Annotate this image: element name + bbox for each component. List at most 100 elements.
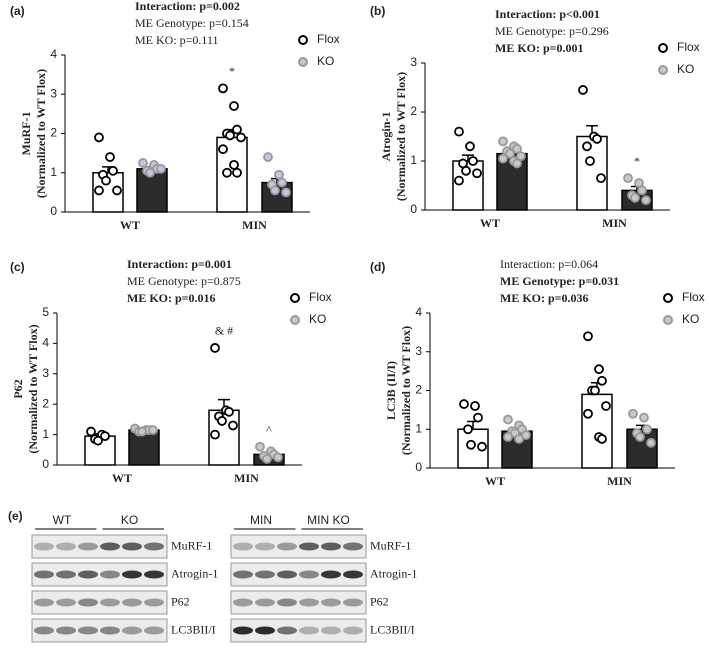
blot-band: [321, 598, 341, 607]
blot-band: [299, 542, 319, 551]
data-point: [596, 173, 606, 184]
data-point: [470, 401, 480, 411]
data-point: [108, 165, 118, 176]
blot-band: [277, 542, 297, 551]
bar: [128, 429, 160, 466]
panel-label: (e): [8, 509, 23, 523]
y-tick-label: 3: [415, 344, 422, 358]
data-point: [229, 159, 239, 170]
data-point: [630, 192, 640, 203]
data-point: [597, 375, 607, 386]
data-point: [641, 195, 651, 206]
y-axis-label: (Normalized to WT Flox): [399, 326, 413, 455]
band-label: P62: [370, 594, 389, 608]
blot-band: [34, 570, 54, 579]
blot-strip: [230, 618, 367, 643]
data-point: [635, 432, 645, 442]
y-tick-label: 3: [50, 86, 57, 100]
blot-band: [255, 598, 275, 607]
blot-band: [56, 598, 76, 607]
significance-label: *: [634, 154, 640, 168]
data-point: [498, 153, 508, 164]
stat-line: Interaction: p=0.064: [500, 257, 598, 271]
blot-strip: [230, 562, 367, 587]
band-label: LC3BII/I: [171, 622, 216, 636]
data-point: [218, 83, 228, 94]
stat-line: ME Genotype: p=0.296: [495, 24, 609, 38]
blot-band: [78, 626, 98, 635]
data-point: [229, 101, 239, 111]
legend-marker: [298, 57, 308, 67]
y-tick-label: 2: [410, 104, 417, 118]
y-tick-label: 0: [50, 204, 57, 218]
blot-band: [56, 570, 76, 579]
data-point: [466, 439, 476, 450]
data-point: [503, 432, 513, 442]
y-tick-label: 4: [415, 305, 422, 319]
data-point: [454, 126, 464, 137]
data-point: [472, 168, 482, 179]
x-tick-label: WT: [120, 218, 140, 232]
y-axis-label: P62: [11, 379, 25, 398]
data-point: [601, 401, 611, 411]
legend-label: Flox: [677, 40, 700, 54]
data-point: [137, 426, 147, 437]
band-label: MuRF-1: [370, 538, 411, 552]
data-point: [646, 437, 656, 448]
blot-band: [233, 598, 253, 607]
data-point: [232, 167, 242, 178]
blot-band: [343, 542, 363, 551]
blot-band: [299, 626, 319, 635]
data-point: [454, 175, 464, 186]
data-point: [86, 426, 96, 437]
blot-band: [144, 542, 164, 551]
y-axis-label: LC3B (II/I): [384, 361, 398, 420]
panel-label: (d): [370, 260, 385, 274]
blot-strip: [31, 562, 168, 587]
data-point: [138, 158, 148, 168]
data-point: [639, 412, 649, 423]
panel-label: (b): [370, 4, 385, 18]
panel-label: (a): [10, 4, 25, 18]
y-tick-label: 1: [410, 153, 417, 167]
data-point: [281, 187, 291, 198]
legend-label: KO: [317, 54, 334, 68]
legend-marker: [298, 35, 308, 45]
data-point: [228, 420, 238, 431]
data-point: [255, 441, 265, 452]
data-point: [156, 163, 166, 174]
stat-line: ME KO: p=0.001: [495, 41, 584, 55]
data-point: [578, 85, 588, 95]
blot-band: [100, 570, 120, 579]
data-point: [590, 385, 600, 396]
data-point: [516, 151, 526, 162]
y-axis-label: (Normalized to WT Flox): [34, 69, 48, 198]
blot-band: [343, 570, 363, 579]
blot-band: [34, 542, 54, 551]
data-point: [461, 165, 471, 176]
data-point: [274, 169, 284, 180]
data-point: [148, 425, 158, 435]
legend-label: KO: [309, 312, 326, 326]
blot-band: [299, 570, 319, 579]
data-point: [100, 431, 110, 442]
blot-band: [122, 570, 142, 579]
x-tick-label: WT: [485, 474, 505, 488]
data-point: [273, 452, 283, 463]
data-point: [583, 331, 593, 342]
blot-band: [122, 626, 142, 635]
y-tick-label: 2: [50, 126, 57, 140]
band-label: Atrogin-1: [171, 566, 218, 580]
data-point: [628, 408, 638, 419]
data-point: [262, 454, 272, 464]
blot-band: [78, 570, 98, 579]
blot-band: [34, 626, 54, 635]
y-tick-label: 0: [415, 460, 422, 474]
x-tick-label: MIN: [234, 471, 259, 485]
legend-label: KO: [677, 62, 694, 76]
blot-band: [233, 626, 253, 635]
stat-line: ME Genotype: p=0.154: [135, 16, 249, 30]
blot-strip: [230, 534, 367, 559]
stat-line: ME KO: p=0.036: [500, 291, 589, 305]
y-tick-label: 3: [42, 366, 49, 380]
